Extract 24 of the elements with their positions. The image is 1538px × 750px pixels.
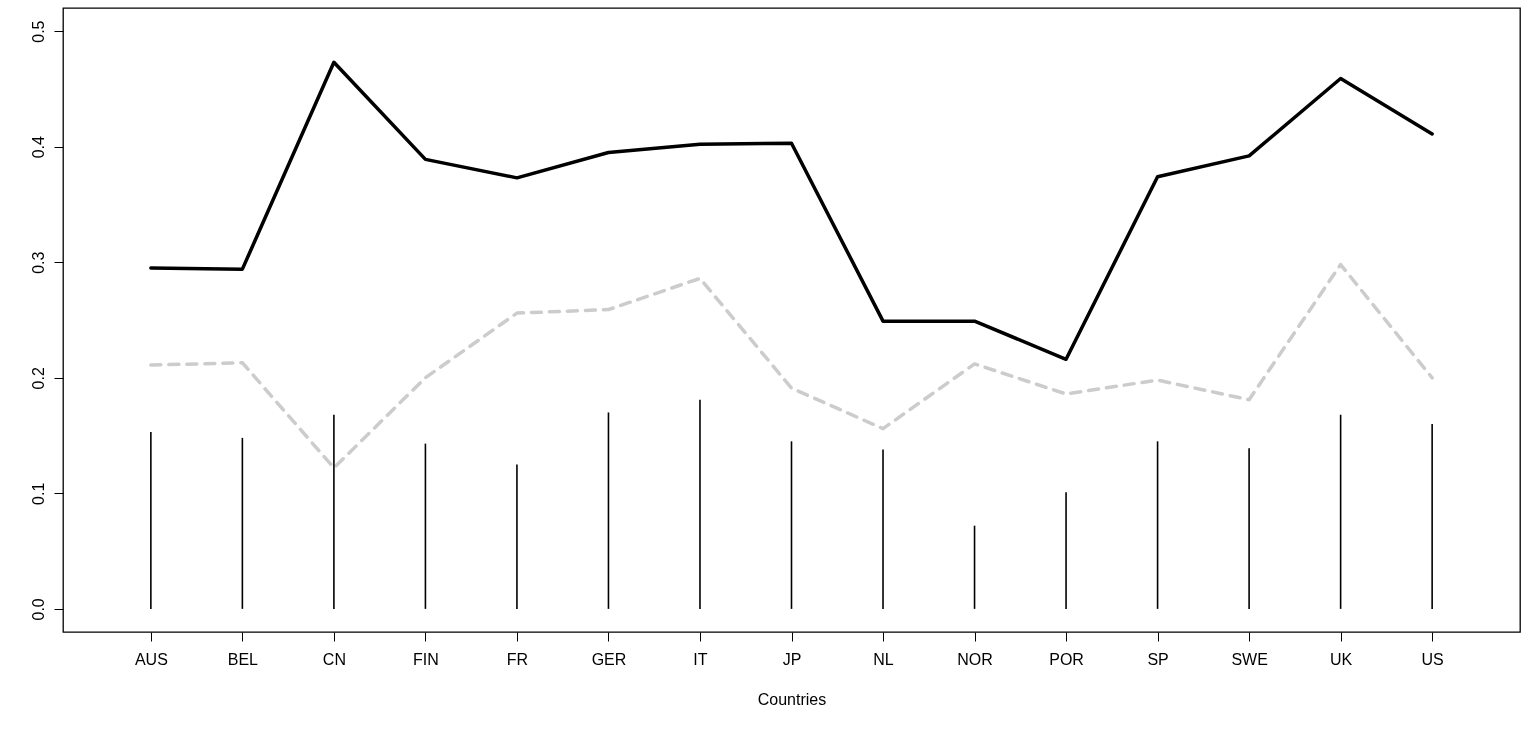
x-tick-label: CN — [322, 650, 346, 668]
y-tick-label: 0.4 — [29, 135, 47, 159]
line-series — [149, 262, 1434, 470]
x-tick-label: SP — [1147, 650, 1169, 668]
x-tick-label: AUS — [134, 650, 168, 668]
x-tick-label: NOR — [957, 650, 993, 668]
x-tick-label: NL — [873, 650, 894, 668]
y-tick-label: 0.0 — [29, 598, 47, 621]
x-tick-label: FR — [506, 650, 529, 668]
x-tick-label: POR — [1049, 650, 1084, 668]
x-tick-label: IT — [693, 650, 708, 668]
y-tick-label: 0.5 — [29, 20, 47, 43]
x-tick-label: US — [1421, 650, 1444, 668]
x-tick-label: GER — [591, 650, 627, 668]
x-tick-label: BEL — [227, 650, 259, 668]
y-tick-label: 0.2 — [29, 367, 47, 390]
x-tick-label: SWE — [1231, 650, 1268, 668]
y-tick-label: 0.3 — [29, 251, 47, 274]
y-tick-label: 0.1 — [29, 482, 47, 505]
x-tick-label: FIN — [413, 650, 439, 668]
x-tick-label: JP — [782, 650, 802, 668]
line-series — [149, 60, 1434, 362]
x-tick-label: UK — [1330, 650, 1353, 668]
x-axis-title: Countries — [757, 690, 827, 708]
